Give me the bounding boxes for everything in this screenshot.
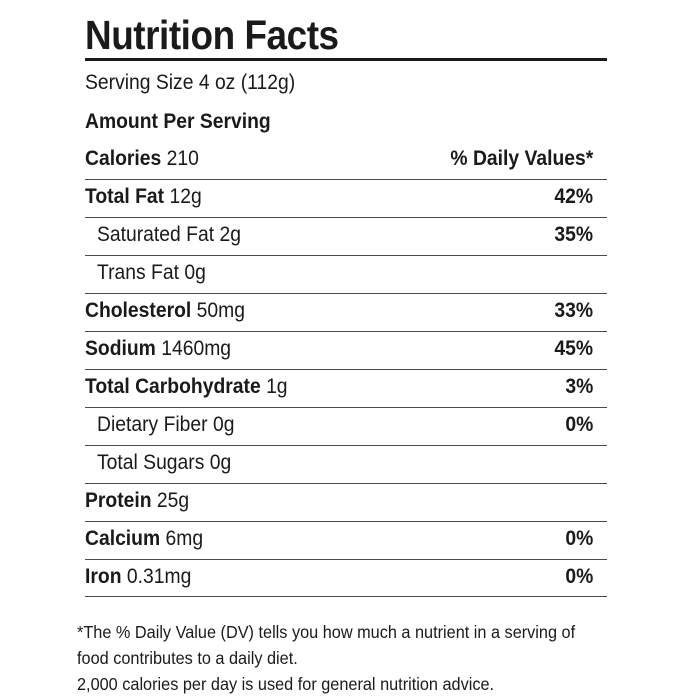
calories-label: Calories [85, 147, 162, 170]
nutrient-daily-value: 33% [554, 299, 593, 322]
row-divider [85, 559, 607, 560]
nutrient-amount: 1g [266, 375, 288, 398]
nutrient-amount: 12g [169, 185, 202, 208]
nutrient-row-trans-fat: Trans Fat 0g [85, 258, 607, 288]
row-divider [85, 331, 607, 332]
nutrient-name: Total Fat [85, 185, 165, 208]
serving-size-text: Serving Size 4 oz (112g) [85, 71, 296, 94]
nutrient-daily-value: 0% [565, 565, 593, 588]
nutrient-cell: Sodium 1460mg [85, 334, 231, 364]
nutrient-row-iron: Iron 0.31mg 0% [85, 562, 607, 592]
row-divider [85, 445, 607, 446]
nutrient-cell: Saturated Fat 2g [97, 220, 241, 250]
row-divider [85, 369, 607, 370]
nutrient-row-total-sugars: Total Sugars 0g [85, 448, 607, 478]
row-divider [85, 483, 607, 484]
nutrient-amount: 0.31mg [126, 565, 192, 588]
nutrient-row-total-fat: Total Fat 12g 42% [85, 182, 607, 212]
nutrient-name: Cholesterol [85, 299, 192, 322]
nutrient-cell: Trans Fat 0g [97, 258, 206, 288]
nutrient-amount: 1460mg [161, 337, 232, 360]
amount-per-serving-row: Amount Per Serving [85, 107, 607, 137]
nutrient-daily-value: 45% [554, 337, 593, 360]
nutrient-amount: 0g [212, 413, 235, 436]
page-title: Nutrition Facts [85, 12, 339, 58]
nutrient-daily-value: 42% [554, 185, 593, 208]
nutrient-cell: Protein 25g [85, 486, 189, 516]
daily-values-header: % Daily Values* [450, 147, 593, 170]
nutrient-name: Protein [85, 489, 152, 512]
row-divider [85, 596, 607, 597]
nutrient-cell: Total Fat 12g [85, 182, 202, 212]
nutrient-amount: 2g [219, 223, 241, 246]
calories-row: Calories 210 % Daily Values* [85, 144, 607, 174]
nutrient-name: Saturated Fat [97, 223, 215, 246]
nutrient-row-total-carbohydrate: Total Carbohydrate 1g 3% [85, 372, 607, 402]
calories-value: 210 [166, 147, 199, 170]
row-divider [85, 293, 607, 294]
footnote-line: 2,000 calories per day is used for gener… [77, 674, 495, 694]
nutrient-cell: Total Carbohydrate 1g [85, 372, 288, 402]
row-divider [85, 217, 607, 218]
nutrient-cell: Iron 0.31mg [85, 562, 191, 592]
nutrient-name: Sodium [85, 337, 156, 360]
nutrient-row-cholesterol: Cholesterol 50mg 33% [85, 296, 607, 326]
nutrient-name: Total Carbohydrate [85, 375, 261, 398]
title-divider [85, 58, 607, 61]
row-divider [85, 521, 607, 522]
nutrient-name: Iron [85, 565, 122, 588]
footnote-line: food contributes to a daily diet. [77, 648, 298, 668]
nutrient-amount: 25g [156, 489, 190, 512]
nutrient-row-calcium: Calcium 6mg 0% [85, 524, 607, 554]
row-divider [85, 407, 607, 408]
nutrient-row-sodium: Sodium 1460mg 45% [85, 334, 607, 364]
row-divider [85, 255, 607, 256]
row-divider [85, 179, 607, 180]
calories-cell: Calories 210 [85, 144, 199, 174]
nutrient-amount: 0g [209, 451, 232, 474]
nutrient-cell: Cholesterol 50mg [85, 296, 245, 326]
nutrient-daily-value: 35% [554, 223, 593, 246]
nutrient-amount: 0g [184, 261, 206, 284]
nutrient-cell: Total Sugars 0g [97, 448, 231, 478]
nutrient-row-protein: Protein 25g [85, 486, 607, 516]
nutrient-name: Trans Fat [97, 261, 179, 284]
nutrient-name: Dietary Fiber [97, 413, 208, 436]
nutrient-row-dietary-fiber: Dietary Fiber 0g 0% [85, 410, 607, 440]
amount-per-serving-heading: Amount Per Serving [85, 110, 271, 133]
nutrient-cell: Dietary Fiber 0g [97, 410, 234, 440]
serving-size-row: Serving Size 4 oz (112g) [85, 68, 607, 98]
nutrient-name: Total Sugars [97, 451, 205, 474]
nutrient-daily-value: 0% [565, 413, 593, 436]
nutrient-amount: 6mg [165, 527, 204, 550]
nutrient-amount: 50mg [196, 299, 245, 322]
nutrient-cell: Calcium 6mg [85, 524, 203, 554]
nutrient-daily-value: 3% [565, 375, 593, 398]
nutrient-row-saturated-fat: Saturated Fat 2g 35% [85, 220, 607, 250]
nutrient-name: Calcium [85, 527, 161, 550]
footnote-line: *The % Daily Value (DV) tells you how mu… [77, 622, 576, 642]
nutrient-daily-value: 0% [565, 527, 593, 550]
